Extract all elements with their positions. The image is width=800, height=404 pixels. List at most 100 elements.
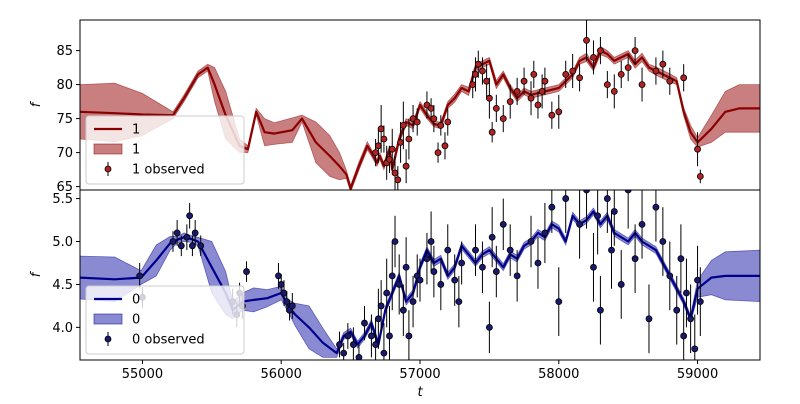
top-observed-point <box>485 77 493 119</box>
bottom-observed-point <box>659 207 667 276</box>
bottom-observed-point <box>594 190 602 255</box>
bottom-observed-point <box>479 241 486 294</box>
bottom-observed-point <box>444 224 452 276</box>
top-observed-point <box>391 156 399 190</box>
top-observed-point <box>441 132 449 160</box>
bottom-observed-point <box>608 211 615 289</box>
bottom-observed-point <box>413 254 421 298</box>
top-observed-point <box>534 91 542 119</box>
bottom-observed-point <box>173 220 181 246</box>
bottom-legend-label: 0 <box>132 313 140 328</box>
bottom-observed-point <box>191 220 199 246</box>
top-observed-point <box>624 54 632 82</box>
top-observed-point <box>555 94 563 129</box>
top-observed-point <box>652 57 660 85</box>
top-legend-box <box>85 115 245 185</box>
top-observed-point <box>499 105 507 133</box>
top-observed-point <box>583 20 590 61</box>
bottom-observed-point <box>405 310 413 360</box>
top-ytick-label: 80 <box>56 78 73 93</box>
top-observed-point <box>513 77 521 105</box>
bottom-observed-point <box>548 190 556 233</box>
bottom-observed-point <box>680 301 688 360</box>
bottom-observed-point <box>472 224 479 276</box>
bottom-observed-point <box>666 241 674 311</box>
top-legend: 1 1 1 observed <box>85 115 245 185</box>
top-observed-point <box>399 101 407 150</box>
bottom-observed-point <box>395 254 403 315</box>
bottom-legend-box <box>85 285 245 355</box>
top-observed-point <box>541 67 549 95</box>
bottom-observed-point <box>691 314 699 360</box>
top-observed-point <box>666 67 674 95</box>
bottom-ytick-label: 4.5 <box>52 278 73 293</box>
bottom-observed-point <box>340 342 348 360</box>
bottom-observed-point <box>513 250 521 302</box>
bottom-observed-point <box>562 190 570 233</box>
top-observed-point <box>388 128 396 170</box>
top-observed-point <box>474 50 482 78</box>
bottom-observed-point <box>189 235 196 257</box>
bottom-observed-point <box>361 305 368 341</box>
bottom-observed-point <box>610 190 618 246</box>
top-observed-point <box>597 37 604 65</box>
bottom-observed-point <box>617 250 625 319</box>
bottom-observed-point <box>380 323 388 360</box>
top-observed-point <box>413 108 421 136</box>
bottom-xtick-label: 57000 <box>399 367 440 382</box>
bottom-xtick-label: 58000 <box>538 367 579 382</box>
bottom-observed-point <box>368 314 375 358</box>
top-legend-marker-swatch <box>104 165 112 173</box>
top-observed-point <box>631 37 639 65</box>
top-observed-point <box>380 125 388 153</box>
bottom-observed-point <box>541 202 549 263</box>
bottom-observed-point <box>687 284 695 354</box>
top-observed-point <box>405 118 413 160</box>
bottom-xtick-label: 56000 <box>261 367 302 382</box>
top-observed-point <box>430 105 438 133</box>
bottom-observed-point <box>336 331 343 358</box>
top-ytick-label: 65 <box>56 180 73 195</box>
bottom-observed-point <box>344 323 352 349</box>
bottom-observed-point <box>555 267 563 336</box>
top-observed-point <box>638 67 646 102</box>
top-ytick-label: 70 <box>56 146 73 161</box>
top-observed-point <box>617 60 625 88</box>
bottom-observed-point <box>645 284 653 354</box>
bottom-observed-point <box>499 198 507 251</box>
bottom-observed-point <box>638 190 646 259</box>
top-observed-point <box>610 74 618 109</box>
top-observed-point <box>434 142 442 163</box>
top-observed-point <box>696 169 704 184</box>
top-observed-point <box>479 57 486 85</box>
top-ylabel: f <box>29 100 44 107</box>
bottom-observed-point <box>388 241 396 311</box>
bottom-observed-point <box>455 275 463 328</box>
top-observed-point <box>659 50 667 78</box>
top-observed-point <box>680 64 688 92</box>
top-observed-point <box>694 132 701 167</box>
bottom-observed-point <box>534 237 542 289</box>
bottom-observed-point <box>402 237 410 298</box>
bottom-xtick-label: 55000 <box>122 367 163 382</box>
bottom-observed-point <box>597 275 604 345</box>
bottom-xlabel: t <box>417 385 423 400</box>
bottom-legend-label: 0 observed <box>132 333 205 348</box>
bottom-observed-point <box>590 232 597 302</box>
top-observed-point <box>402 149 410 184</box>
top-plot-area <box>80 20 760 190</box>
bottom-observed-point <box>372 318 379 360</box>
bottom-observed-point <box>183 224 191 251</box>
bottom-observed-point <box>243 261 250 282</box>
bottom-observed-point <box>377 280 385 332</box>
bottom-ylabel: f <box>29 270 44 277</box>
top-observed-point <box>437 115 445 136</box>
panel-top: 65 70 75 80 85 f 1 1 1 observed <box>29 19 761 195</box>
bottom-observed-point <box>430 245 438 298</box>
bottom-observed-point <box>488 207 496 268</box>
top-observed-point <box>530 60 538 88</box>
bottom-ytick-label: 4.0 <box>52 321 73 336</box>
bottom-observed-point <box>177 235 185 257</box>
bottom-observed-point <box>169 231 177 252</box>
